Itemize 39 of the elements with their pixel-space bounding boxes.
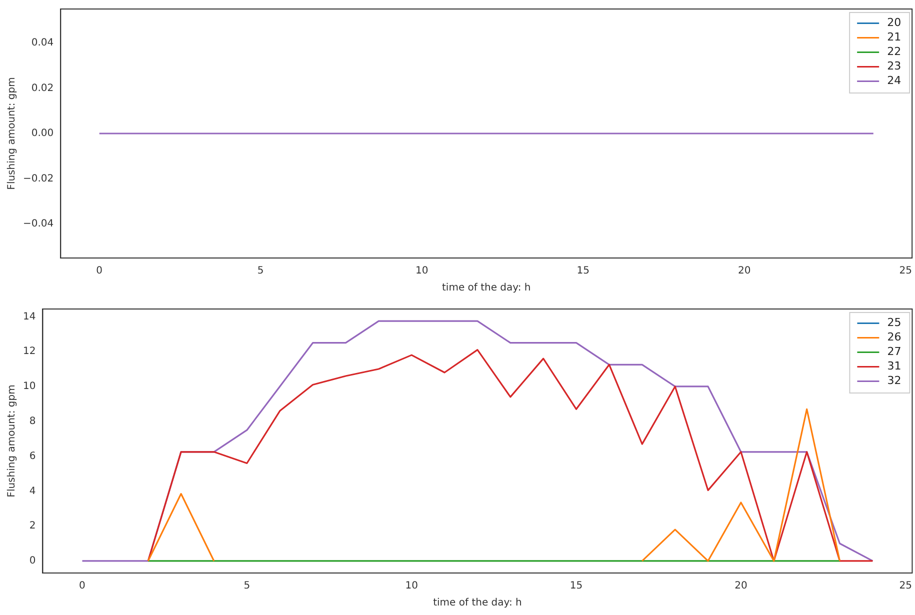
legend-label: 20 <box>887 16 902 30</box>
x-tick-label: 0 <box>79 580 86 592</box>
x-axis-title: time of the day: h <box>433 598 522 609</box>
x-tick-label: 15 <box>576 266 590 277</box>
x-tick-label: 10 <box>415 266 428 277</box>
y-tick-label: 2 <box>29 520 36 532</box>
y-tick-label: 0 <box>29 556 36 567</box>
y-tick-label: −0.04 <box>22 218 54 230</box>
x-tick-label: 10 <box>405 580 418 592</box>
legend-label: 27 <box>887 345 902 358</box>
y-tick-label: 0.02 <box>31 82 54 94</box>
legend-label: 26 <box>887 330 902 344</box>
x-tick-label: 5 <box>257 266 264 277</box>
x-tick-label: 5 <box>244 580 250 592</box>
y-tick-label: 10 <box>22 381 36 392</box>
x-tick-label: 15 <box>570 580 583 592</box>
x-axis-title: time of the day: h <box>442 282 531 294</box>
legend-label: 22 <box>887 45 902 58</box>
legend-label: 25 <box>887 316 902 330</box>
y-tick-label: 12 <box>22 346 36 358</box>
legend-label: 24 <box>887 74 902 88</box>
y-tick-label: 6 <box>29 450 36 462</box>
x-tick-label: 20 <box>734 580 748 592</box>
x-tick-label: 25 <box>899 580 912 592</box>
x-tick-label: 0 <box>96 266 103 277</box>
y-tick-label: 14 <box>22 311 36 322</box>
y-tick-label: 0.00 <box>31 128 54 140</box>
legend-label: 23 <box>887 60 902 73</box>
y-tick-label: 8 <box>29 416 36 427</box>
y-axis-title: Flushing amount: gpm <box>6 384 18 498</box>
x-tick-label: 20 <box>738 266 751 277</box>
legend-label: 32 <box>887 374 902 388</box>
legend-label: 31 <box>887 360 902 373</box>
y-tick-label: 4 <box>29 486 36 497</box>
legend-label: 21 <box>887 30 902 44</box>
x-tick-label: 25 <box>899 266 912 277</box>
y-tick-label: 0.04 <box>31 38 54 49</box>
y-axis-title: Flushing amount: gpm <box>6 77 18 190</box>
y-tick-label: −0.02 <box>22 173 54 184</box>
